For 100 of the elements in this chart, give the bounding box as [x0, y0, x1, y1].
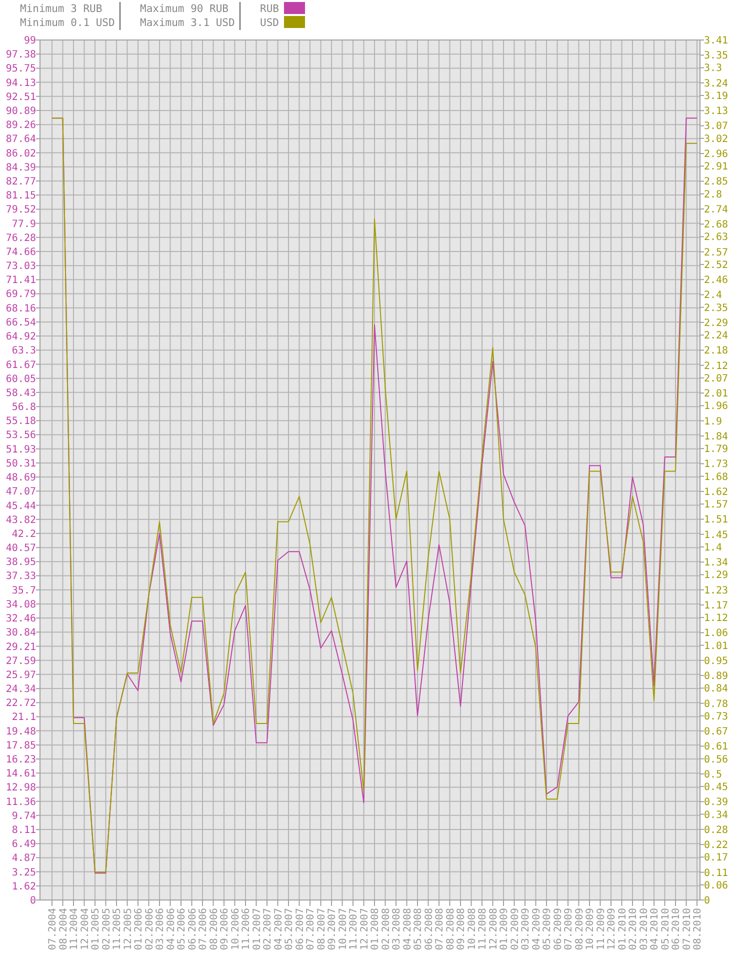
y2-tick-label: 1.51 [704, 514, 728, 526]
y2-tick-label: 0.06 [704, 880, 728, 892]
y-tick-label: 48.69 [6, 472, 36, 484]
x-tick-label: 05.2010 [660, 908, 672, 950]
x-tick-label: 06.2008 [424, 908, 435, 950]
x-tick-label: 11.2006 [241, 908, 252, 950]
y2-tick-label: 0.22 [704, 840, 728, 852]
y2-tick-label: 1.57 [704, 500, 728, 511]
x-tick-label: 03.2010 [638, 908, 650, 950]
x-tick-label: 02.2010 [628, 908, 639, 950]
y-tick-label: 4.87 [12, 853, 36, 864]
x-tick-label: 05.2009 [542, 908, 553, 950]
x-tick-label: 03.2009 [520, 908, 532, 950]
y2-tick-label: 0.28 [704, 824, 728, 836]
y-tick-label: 74.66 [6, 246, 36, 258]
x-tick-label: 04.2006 [166, 908, 177, 950]
x-tick-label: 07.2008 [434, 908, 446, 950]
y-tick-label: 84.39 [6, 162, 36, 174]
y2-tick-label: 3.41 [704, 36, 728, 46]
text: Minimum 0.1 USD [20, 17, 115, 29]
x-tick-label: 02.2005 [101, 908, 112, 950]
x-tick-label: 08.2004 [58, 908, 70, 950]
y-tick-label: 77.9 [12, 218, 36, 230]
y2-tick-label: 1.9 [704, 416, 722, 428]
x-tick-label: 04.2010 [650, 908, 660, 950]
y2-tick-label: 2.96 [704, 148, 728, 160]
y2-tick-label: 0 [704, 896, 710, 906]
x-tick-label: 06.2009 [552, 908, 564, 950]
y2-tick-label: 3.13 [704, 106, 728, 118]
y-tick-label: 99 [24, 36, 36, 46]
y2-tick-label: 2.01 [704, 388, 728, 400]
x-tick-label: 01.2008 [370, 908, 381, 950]
text: Maximum 90 RUB [140, 3, 229, 15]
x-tick-label: 04.2008 [402, 908, 414, 950]
y-tick-label: 53.56 [6, 430, 36, 442]
x-tick-label: 11.2007 [348, 908, 360, 950]
y-tick-label: 79.52 [6, 204, 36, 216]
y-tick-label: 43.82 [6, 514, 36, 526]
legend-label: RUB [260, 3, 279, 15]
x-tick-label: 01.2006 [134, 908, 144, 950]
y-tick-label: 95.75 [6, 64, 36, 75]
y-tick-label: 81.15 [6, 190, 36, 202]
y2-tick-label: 1.73 [704, 459, 728, 470]
x-tick-label: 10.2007 [338, 908, 349, 950]
x-tick-label: 09.2006 [220, 908, 230, 950]
y-tick-label: 11.36 [6, 796, 36, 808]
y-tick-label: 3.25 [12, 867, 36, 878]
x-tick-label: 04.2009 [531, 908, 542, 950]
y2-tick-label: 1.12 [704, 613, 728, 624]
x-tick-label: 12.2009 [606, 908, 618, 950]
y-tick-label: 17.85 [6, 740, 36, 752]
x-tick-label: 07.2007 [306, 908, 316, 950]
y2-tick-label: 1.23 [704, 585, 728, 596]
x-tick-label: 12.2004 [80, 908, 91, 950]
y2-tick-label: 0.17 [704, 852, 728, 864]
x-tick-label: 06.2007 [294, 908, 306, 950]
y-tick-label: 86.02 [6, 148, 36, 160]
x-tick-label: 11.2008 [478, 908, 488, 950]
y-tick-label: 55.18 [6, 416, 36, 428]
y-tick-label: 25.97 [6, 670, 36, 681]
y-tick-label: 42.2 [12, 528, 36, 540]
y2-tick-label: 3.02 [704, 134, 728, 145]
x-tick-label: 01.2010 [617, 908, 628, 950]
x-tick-label: 12.2008 [488, 908, 500, 950]
y-tick-label: 40.57 [6, 543, 36, 554]
y2-tick-label: 1.96 [704, 401, 728, 412]
y2-tick-label: 1.17 [704, 600, 728, 612]
y2-tick-label: 3.24 [704, 78, 728, 90]
y-tick-label: 76.28 [6, 232, 36, 244]
y-tick-label: 12.98 [6, 782, 36, 794]
y-tick-label: 64.92 [6, 332, 36, 343]
y2-tick-label: 2.12 [704, 360, 728, 372]
x-tick-label: 02.2007 [262, 908, 274, 950]
y2-tick-label: 3.35 [704, 50, 728, 62]
y-tick-label: 8.11 [12, 825, 36, 836]
y2-tick-label: 0.39 [704, 797, 728, 808]
y2-tick-label: 1.84 [704, 431, 728, 442]
x-tick-label: 07.2004 [48, 908, 58, 950]
y2-tick-label: 2.74 [704, 204, 728, 216]
text: Maximum 3.1 USD [140, 17, 235, 29]
legend-label: USD [260, 17, 279, 29]
y-tick-label: 73.03 [6, 261, 36, 272]
y2-tick-label: 2.35 [704, 302, 728, 314]
x-tick-label: 05.2006 [176, 908, 188, 950]
x-tick-label: 10.2006 [230, 908, 242, 950]
y-tick-label: 30.84 [6, 628, 36, 639]
x-tick-label: 10.2008 [466, 908, 478, 950]
x-tick-label: 07.2010 [682, 908, 693, 950]
y2-tick-label: 2.24 [704, 330, 728, 342]
y2-tick-label: 1.01 [704, 640, 728, 652]
x-tick-label: 03.2006 [155, 908, 166, 950]
x-tick-label: 09.2007 [327, 908, 338, 950]
y2-tick-label: 0.56 [704, 754, 728, 766]
y2-tick-label: 2.63 [704, 232, 728, 244]
y2-tick-label: 0.95 [704, 656, 728, 667]
y-tick-label: 19.48 [6, 726, 36, 738]
y-tick-label: 92.51 [6, 92, 36, 103]
y-tick-label: 63.3 [12, 346, 36, 357]
y-tick-label: 47.07 [6, 486, 36, 498]
x-tick-label: 02.2006 [144, 908, 156, 950]
